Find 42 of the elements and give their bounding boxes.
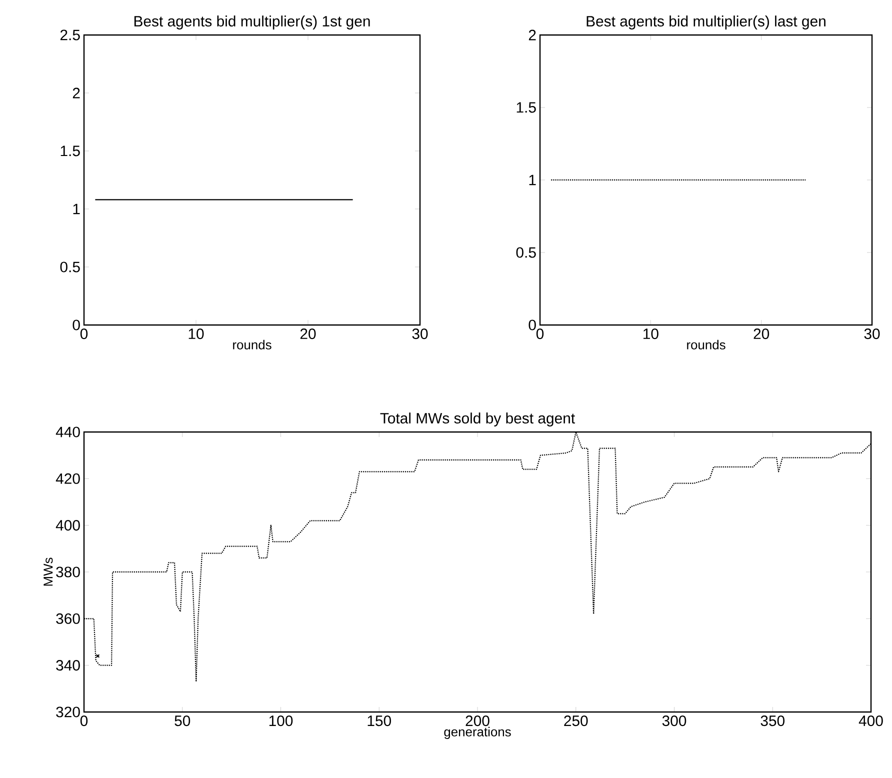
- x-tick-label: 20: [754, 328, 770, 340]
- y-tick-label: 0: [528, 320, 536, 330]
- x-tick-label: 10: [188, 328, 204, 340]
- x-axis-title: generations: [444, 726, 511, 739]
- x-tick-label: 250: [564, 716, 588, 726]
- x-axis-title: rounds: [233, 340, 272, 350]
- chart-title: Best agents bid multiplier(s) 1st gen: [134, 16, 370, 30]
- x-tick-label: 0: [80, 716, 88, 726]
- y-tick-label: 440: [56, 426, 80, 438]
- y-tick-label: 0.5: [60, 262, 80, 272]
- y-tick-label: 1: [529, 174, 536, 186]
- x-tick-label: 350: [760, 716, 785, 726]
- x-tick-label: 30: [864, 328, 880, 340]
- x-tick-label: 400: [858, 716, 883, 726]
- x-tick-label: 100: [269, 716, 293, 726]
- y-tick-label: 0.5: [516, 247, 536, 258]
- chart-title: Total MWs sold by best agent: [380, 412, 575, 426]
- y-tick-label: 400: [56, 520, 80, 531]
- x-tick-label: 300: [662, 716, 686, 726]
- x-tick-label: 50: [174, 716, 190, 726]
- y-tick-label: 1.5: [60, 146, 80, 156]
- y-tick-label: 2: [72, 88, 80, 98]
- y-tick-label: 2: [528, 30, 536, 40]
- x-tick-label: 20: [300, 328, 316, 340]
- x-tick-label: 150: [368, 716, 392, 726]
- y-tick-label: 0: [72, 320, 80, 330]
- x-tick-label: 30: [412, 328, 428, 340]
- y-tick-label: 1.5: [516, 102, 536, 113]
- y-tick-label: 320: [56, 706, 80, 718]
- y-tick-label: 420: [56, 473, 80, 484]
- y-tick-label: 360: [56, 613, 80, 624]
- y-tick-label: 2.5: [60, 30, 80, 40]
- y-tick-label: 340: [56, 660, 80, 671]
- chart-title: Best agents bid multiplier(s) last gen: [586, 16, 826, 30]
- y-axis-title: MWs: [44, 558, 53, 586]
- x-tick-label: 10: [644, 328, 658, 340]
- x-tick-label: 0: [80, 328, 88, 340]
- x-tick-label: 200: [466, 716, 490, 726]
- x-axis-title: rounds: [687, 340, 726, 350]
- y-tick-label: 380: [56, 566, 80, 578]
- y-tick-label: 1: [73, 204, 80, 214]
- x-tick-label: 0: [536, 328, 544, 340]
